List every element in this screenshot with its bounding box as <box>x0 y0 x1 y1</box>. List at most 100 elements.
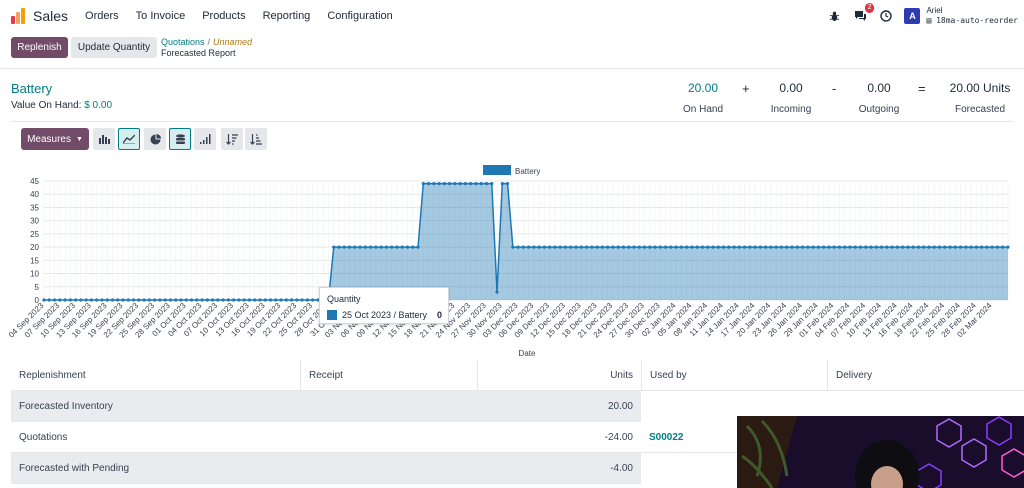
kpi-on-hand-label: On Hand <box>682 104 724 115</box>
data-point <box>648 245 652 249</box>
sort-descending-icon <box>226 133 238 145</box>
data-point <box>332 245 336 249</box>
breadcrumb-quotations[interactable]: Quotations <box>161 37 205 47</box>
data-point <box>295 298 299 302</box>
data-point <box>574 245 578 249</box>
data-point <box>432 182 436 186</box>
data-point <box>927 245 931 249</box>
data-point <box>89 298 94 302</box>
clock-icon[interactable] <box>878 8 894 24</box>
kpi-outgoing[interactable]: 0.00 Outgoing <box>850 81 908 115</box>
data-point <box>595 245 599 249</box>
data-point <box>932 245 936 249</box>
data-point <box>743 245 747 249</box>
bug-icon[interactable] <box>826 8 842 24</box>
data-point <box>584 245 589 249</box>
line-chart-button[interactable] <box>118 128 140 150</box>
series-area-fill <box>44 183 1008 300</box>
caret-down-icon: ▼ <box>75 135 83 143</box>
data-point <box>674 245 678 249</box>
y-tick-label: 5 <box>35 283 40 292</box>
data-point <box>84 298 88 302</box>
measures-label: Measures <box>27 133 71 145</box>
update-quantity-button[interactable]: Update Quantity <box>71 37 157 58</box>
line-chart-icon <box>123 134 135 144</box>
data-point <box>268 298 273 302</box>
chart-tooltip: Quantity 25 Oct 2023 / Battery 0 <box>319 287 449 324</box>
data-point <box>200 298 204 302</box>
data-point <box>606 245 610 249</box>
product-name[interactable]: Battery <box>11 81 53 96</box>
data-point <box>237 298 241 302</box>
chart-legend[interactable]: Battery <box>483 165 540 176</box>
pie-chart-button[interactable] <box>144 128 166 150</box>
data-point <box>116 298 120 302</box>
data-point <box>700 245 705 249</box>
data-point <box>405 245 410 249</box>
data-point <box>748 245 752 249</box>
kpi-incoming[interactable]: 0.00 Incoming <box>762 81 820 115</box>
kpi-outgoing-label: Outgoing <box>858 104 900 115</box>
data-point <box>764 245 768 249</box>
menu-configuration[interactable]: Configuration <box>327 10 393 22</box>
database-label: 18ma-auto-reorder <box>936 16 1018 25</box>
data-point <box>421 182 425 186</box>
data-point <box>105 298 109 302</box>
menu-to-invoice[interactable]: To Invoice <box>135 10 186 22</box>
stacked-button[interactable] <box>169 128 191 150</box>
kpi-incoming-value: 0.00 <box>779 81 803 95</box>
data-point <box>600 245 604 249</box>
data-point <box>210 298 215 302</box>
webcam-video-image <box>737 416 1024 488</box>
data-point <box>505 182 510 186</box>
header-units[interactable]: Units <box>477 360 641 391</box>
breadcrumb-record[interactable]: Unnamed <box>213 37 253 47</box>
menu-orders[interactable]: Orders <box>85 10 119 22</box>
menu-products[interactable]: Products <box>202 10 246 22</box>
data-point <box>337 245 341 249</box>
data-point <box>779 245 784 249</box>
table-row: Quotations -24.00 S00022 <box>11 422 1024 453</box>
data-point <box>827 245 831 249</box>
user-menu[interactable]: Ariel ▤ 18ma-auto-reorder <box>926 6 1018 26</box>
data-point <box>347 245 352 249</box>
user-avatar[interactable]: A <box>904 8 921 24</box>
data-point <box>448 182 452 186</box>
data-point <box>653 245 657 249</box>
data-point <box>737 245 741 249</box>
bar-chart-button[interactable] <box>93 128 115 150</box>
data-point <box>453 182 457 186</box>
data-point <box>890 245 894 249</box>
data-point <box>758 245 763 249</box>
measures-dropdown[interactable]: Measures ▼ <box>21 128 89 150</box>
data-point <box>853 245 857 249</box>
replenish-button[interactable]: Replenish <box>11 37 68 58</box>
data-point <box>511 245 515 249</box>
kpi-forecasted[interactable]: 20.00 Units Forecasted <box>944 81 1016 115</box>
chat-icon[interactable]: 2 <box>852 3 875 24</box>
sale-order-link[interactable]: S00022 <box>649 432 684 443</box>
kpi-incoming-label: Incoming <box>770 104 812 115</box>
sort-ascending-button[interactable] <box>245 128 267 150</box>
app-name: Sales <box>33 8 69 24</box>
data-point <box>247 298 252 302</box>
kpi-on-hand[interactable]: 20.00 On Hand <box>670 81 736 115</box>
data-point <box>569 245 573 249</box>
header-used-by[interactable]: Used by <box>641 360 827 391</box>
header-receipt[interactable]: Receipt <box>300 360 477 391</box>
chart-gridlines <box>43 180 1009 301</box>
header-replenishment[interactable]: Replenishment <box>19 370 86 381</box>
header-delivery[interactable]: Delivery <box>827 360 1024 391</box>
data-point <box>353 245 357 249</box>
sort-descending-button[interactable] <box>221 128 243 150</box>
data-point <box>864 245 868 249</box>
value-on-hand: Value On Hand: $ 0.00 <box>11 100 112 111</box>
cumulative-button[interactable] <box>194 128 216 150</box>
menu-reporting[interactable]: Reporting <box>262 10 311 22</box>
data-point <box>289 298 294 302</box>
data-point <box>532 245 536 249</box>
row-units: 20.00 <box>607 401 633 412</box>
app-brand[interactable]: Sales <box>11 8 68 24</box>
tooltip-title: Quantity <box>327 294 361 304</box>
